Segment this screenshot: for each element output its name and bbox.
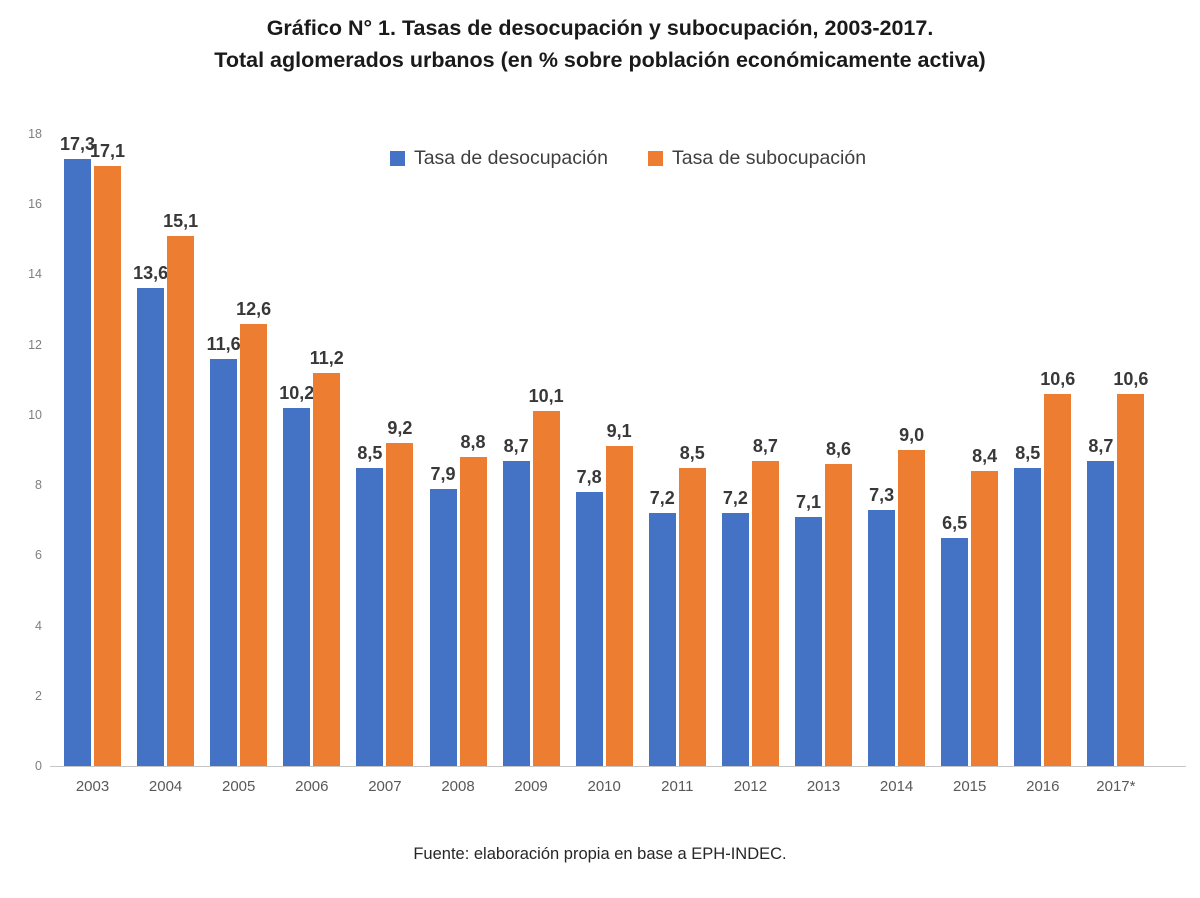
bar-subocupacion-2004 — [167, 235, 195, 766]
bar-value-label: 9,0 — [899, 425, 925, 445]
bar-subocupacion-2007 — [386, 442, 414, 766]
bar-desocupacion-2011 — [648, 513, 676, 766]
bar-subocupacion-2006 — [313, 372, 341, 766]
bar-value-label: 7,9 — [430, 463, 456, 484]
bar-subocupacion-2010 — [605, 446, 633, 766]
bar-value-label: 7,2 — [722, 488, 748, 509]
x-axis-label: 2017* — [1096, 778, 1136, 795]
bar-value-label: 13,6 — [133, 263, 169, 284]
bar-desocupacion-2005 — [210, 358, 238, 766]
legend-label-subocupacion: Tasa de subocupación — [672, 147, 867, 169]
bar-value-label: 10,2 — [279, 382, 315, 403]
bar-subocupacion-2009 — [532, 411, 560, 766]
y-axis-label: 14 — [28, 267, 42, 282]
bar-value-label: 10,1 — [528, 386, 564, 407]
bar-desocupacion-2014 — [868, 509, 896, 766]
bar-desocupacion-2003 — [64, 158, 91, 766]
bar-value-label: 11,2 — [309, 347, 344, 368]
bar-desocupacion-2013 — [795, 516, 822, 766]
bar-desocupacion-2004 — [137, 288, 165, 766]
bar-value-label: 9,1 — [606, 421, 632, 442]
y-axis-label: 10 — [28, 407, 42, 422]
bar-value-label: 7,1 — [795, 491, 822, 512]
bar-value-label: 8,5 — [357, 442, 383, 463]
source-note: Fuente: elaboración propia en base a EPH… — [413, 845, 787, 863]
bar-value-label: 8,8 — [460, 432, 486, 453]
bar-value-label: 10,6 — [1040, 368, 1076, 389]
bar-desocupacion-2007 — [356, 467, 384, 766]
bar-desocupacion-2008 — [429, 488, 457, 766]
y-axis-label: 18 — [28, 127, 42, 141]
bar-value-label: 8,5 — [1015, 442, 1041, 463]
bar-value-label: 6,5 — [942, 512, 968, 533]
x-axis-label: 2011 — [661, 778, 694, 795]
y-axis-label: 12 — [28, 337, 42, 352]
x-axis-label: 2009 — [514, 778, 548, 795]
bar-value-label: 8,5 — [679, 442, 705, 463]
bar-subocupacion-2015 — [971, 471, 999, 766]
bar-value-label: 8,4 — [972, 446, 998, 467]
chart-title-line1: Gráfico N° 1. Tasas de desocupación y su… — [266, 16, 934, 40]
bar-desocupacion-2009 — [502, 460, 530, 766]
bar-desocupacion-2017 — [1087, 460, 1115, 766]
bar-desocupacion-2016 — [1014, 467, 1042, 766]
y-axis-label: 6 — [35, 548, 42, 563]
bar-subocupacion-2017 — [1117, 393, 1145, 766]
bar-value-label: 7,3 — [869, 484, 895, 505]
chart-title-line2: Total aglomerados urbanos (en % sobre po… — [214, 48, 986, 72]
x-axis-label: 2014 — [879, 778, 914, 795]
chart-legend: Tasa de desocupación Tasa de subocupació… — [28, 147, 1200, 170]
bar-value-label: 12,6 — [236, 298, 272, 319]
bar-subocupacion-2013 — [825, 464, 852, 766]
x-axis-label: 2015 — [953, 778, 987, 795]
y-axis-label: 0 — [35, 759, 42, 773]
x-axis-label: 2003 — [75, 778, 110, 795]
bar-value-label: 8,7 — [752, 435, 778, 456]
x-axis-label: 2006 — [295, 778, 329, 795]
legend-swatch-subocupacion-icon — [648, 151, 663, 166]
legend-swatch-desocupacion-icon — [389, 151, 405, 166]
bar-value-label: 17,3 — [59, 133, 96, 154]
bar-desocupacion-2010 — [575, 492, 603, 766]
bar-desocupacion-2006 — [283, 407, 311, 766]
x-axis-label: 2012 — [733, 778, 768, 795]
x-axis-label: 2005 — [222, 778, 256, 795]
legend-item-desocupacion: Tasa de desocupación — [389, 147, 608, 170]
bar-subocupacion-2014 — [898, 450, 926, 766]
legend-label-desocupacion: Tasa de desocupación — [413, 147, 608, 169]
x-axis-label: 2007 — [368, 778, 402, 795]
bar-subocupacion-2016 — [1044, 393, 1072, 766]
y-axis-label: 16 — [28, 197, 42, 212]
x-axis-label: 2016 — [1026, 778, 1060, 795]
chart-title: Gráfico N° 1. Tasas de desocupación y su… — [0, 12, 1200, 76]
bar-desocupacion-2015 — [941, 537, 969, 766]
bar-desocupacion-2012 — [721, 513, 749, 766]
bar-subocupacion-2008 — [459, 457, 487, 766]
bar-value-label: 8,7 — [503, 435, 529, 456]
bar-subocupacion-2005 — [240, 323, 268, 766]
y-axis-label: 4 — [35, 618, 42, 633]
bar-subocupacion-2003 — [94, 165, 121, 766]
bar-subocupacion-2012 — [751, 460, 779, 766]
x-axis-line — [50, 766, 1186, 767]
y-axis-label: 8 — [35, 478, 42, 493]
bar-value-label: 7,8 — [576, 467, 602, 488]
x-axis-label: 2010 — [587, 778, 621, 795]
bar-value-label: 9,2 — [387, 417, 413, 438]
x-axis-label: 2013 — [806, 778, 841, 795]
bar-subocupacion-2011 — [678, 467, 706, 766]
bar-value-label: 15,1 — [163, 210, 199, 231]
bar-value-label: 11,6 — [206, 333, 241, 354]
bar-value-label: 8,6 — [825, 439, 852, 460]
x-axis-label: 2008 — [441, 778, 475, 795]
bar-value-label: 7,2 — [649, 488, 675, 509]
bar-value-label: 8,7 — [1088, 435, 1114, 456]
x-axis-label: 2004 — [148, 778, 183, 795]
bar-value-label: 17,1 — [89, 140, 126, 161]
bar-value-label: 10,6 — [1113, 368, 1149, 389]
legend-item-subocupacion: Tasa de subocupación — [648, 147, 866, 170]
y-axis-label: 2 — [35, 688, 42, 703]
